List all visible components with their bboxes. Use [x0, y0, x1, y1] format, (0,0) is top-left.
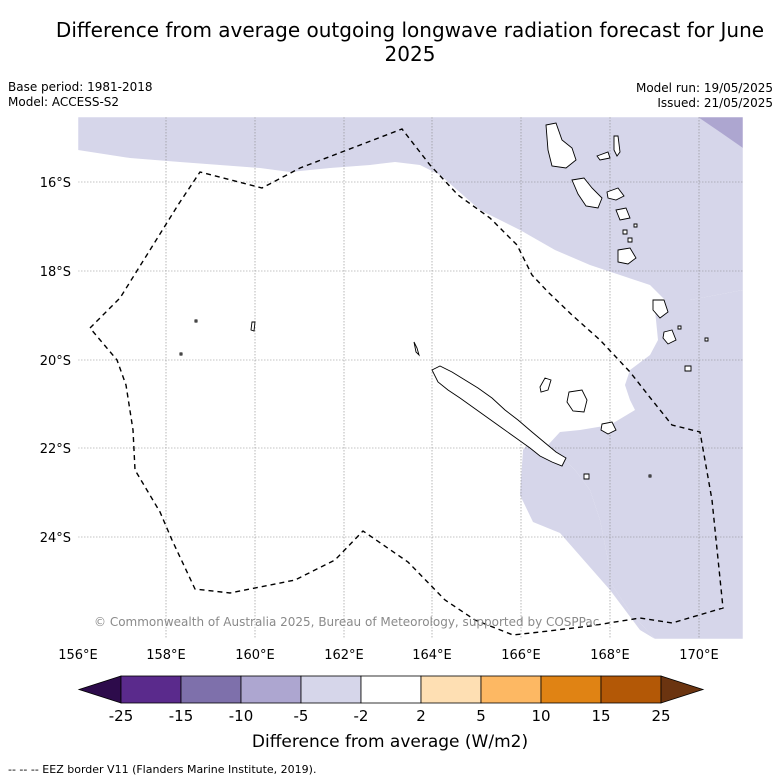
colorbar-segment [600, 675, 662, 704]
vanuatu-aneityum [662, 329, 677, 345]
lat-label-24s: 24°S [40, 531, 71, 546]
colorbar-segment [300, 675, 362, 704]
vanuatu-pentecost [606, 187, 625, 201]
eez-legend-note: -- -- -- EEZ border V11 (Flanders Marine… [8, 763, 317, 776]
vanuatu-ambae [596, 151, 611, 161]
walpole-island [648, 474, 652, 478]
colorbar-title: Difference from average (W/m2) [252, 732, 528, 752]
base-period: Base period: 1981-2018 [8, 80, 153, 94]
lat-label-20s: 20°S [40, 354, 71, 369]
vanuatu-efate [615, 207, 631, 221]
colorbar-extend-low [77, 675, 122, 704]
vanuatu-malakula [571, 177, 603, 209]
isle-of-pines [583, 473, 590, 480]
issued-date: Issued: 21/05/2025 [657, 96, 773, 110]
belep-islands [413, 341, 420, 357]
lon-label-156e: 156°E [58, 648, 98, 663]
model-name: Model: ACCESS-S2 [8, 95, 120, 109]
lon-label-166e: 166°E [501, 648, 541, 663]
colorbar-segment [120, 675, 182, 704]
eez-border [89, 128, 724, 636]
chesterfield-islet-3 [179, 352, 183, 356]
colorbar-tick-label: -15 [169, 707, 194, 725]
lon-label-164e: 164°E [412, 648, 452, 663]
vanuatu-tanna [652, 299, 669, 319]
lat-label-22s: 22°S [40, 442, 71, 457]
colorbar-tick-label: -25 [109, 707, 134, 725]
loyalty-island-ouvea [539, 377, 552, 393]
copyright-text: © Commonwealth of Australia 2025, Bureau… [94, 615, 599, 629]
anomaly-region-east-band [548, 290, 743, 639]
colorbar-tick-label: 5 [476, 707, 486, 725]
islet-east [684, 365, 692, 372]
islet-small-3 [633, 223, 638, 228]
colorbar-segment [480, 675, 542, 704]
lat-label-16s: 16°S [40, 176, 71, 191]
map-panel [78, 117, 743, 639]
graticule [78, 117, 743, 639]
lon-label-160e: 160°E [235, 648, 275, 663]
colorbar-segment [420, 675, 482, 704]
colorbar-extend-high [660, 675, 705, 704]
matthew-island [677, 325, 682, 330]
anomaly-region-neg-5-to-neg-2 [78, 117, 743, 639]
lat-label-18s: 18°S [40, 265, 71, 280]
lon-label-158e: 158°E [146, 648, 186, 663]
lon-label-162e: 162°E [324, 648, 364, 663]
chesterfield-islet-2 [194, 319, 198, 323]
vanuatu-espiritu-santo [545, 122, 577, 169]
colorbar-tick-label: 15 [591, 707, 610, 725]
map-title: Difference from average outgoing longwav… [55, 18, 765, 66]
colorbar-segment [240, 675, 302, 704]
coastlines [179, 122, 709, 480]
islet-small-1 [622, 229, 628, 235]
vanuatu-maewo [613, 135, 621, 157]
vanuatu-erromango [617, 247, 637, 265]
lat-tick-labels: 16°S 18°S 20°S 22°S 24°S [40, 176, 71, 546]
new-caledonia-island [431, 365, 567, 467]
colorbar-tick-label: 2 [416, 707, 426, 725]
anomaly-region-upper-band [78, 117, 743, 300]
meta-right: Model run: 19/05/2025 Issued: 21/05/2025 [636, 81, 773, 111]
colorbar-tick-label: -2 [354, 707, 369, 725]
chesterfield-islet-1 [250, 321, 256, 332]
anomaly-region-neg-10-to-neg-5 [698, 117, 743, 148]
colorbar-segment [180, 675, 242, 704]
colorbar-segment [540, 675, 602, 704]
model-run: Model run: 19/05/2025 [635, 81, 773, 95]
colorbar-tick-label: -10 [229, 707, 254, 725]
colorbar-tick-label: 10 [531, 707, 550, 725]
colorbar-segment [360, 675, 422, 704]
colorbar-tick-label: -5 [294, 707, 309, 725]
colorbar [77, 675, 705, 704]
colorbar-tick-label: 25 [651, 707, 670, 725]
map-frame [77, 116, 744, 640]
meta-left: Base period: 1981-2018 Model: ACCESS-S2 [8, 80, 153, 110]
loyalty-island-lifou [566, 389, 588, 413]
hunter-island [704, 337, 709, 342]
colorbar-tick-labels: -25 -15 -10 -5 -2 2 5 10 15 25 [109, 707, 671, 725]
islet-small-2 [627, 237, 633, 243]
lon-label-170e: 170°E [679, 648, 719, 663]
loyalty-island-mare [600, 421, 617, 435]
lon-tick-labels: 156°E 158°E 160°E 162°E 164°E 166°E 168°… [58, 648, 719, 663]
lon-label-168e: 168°E [590, 648, 630, 663]
